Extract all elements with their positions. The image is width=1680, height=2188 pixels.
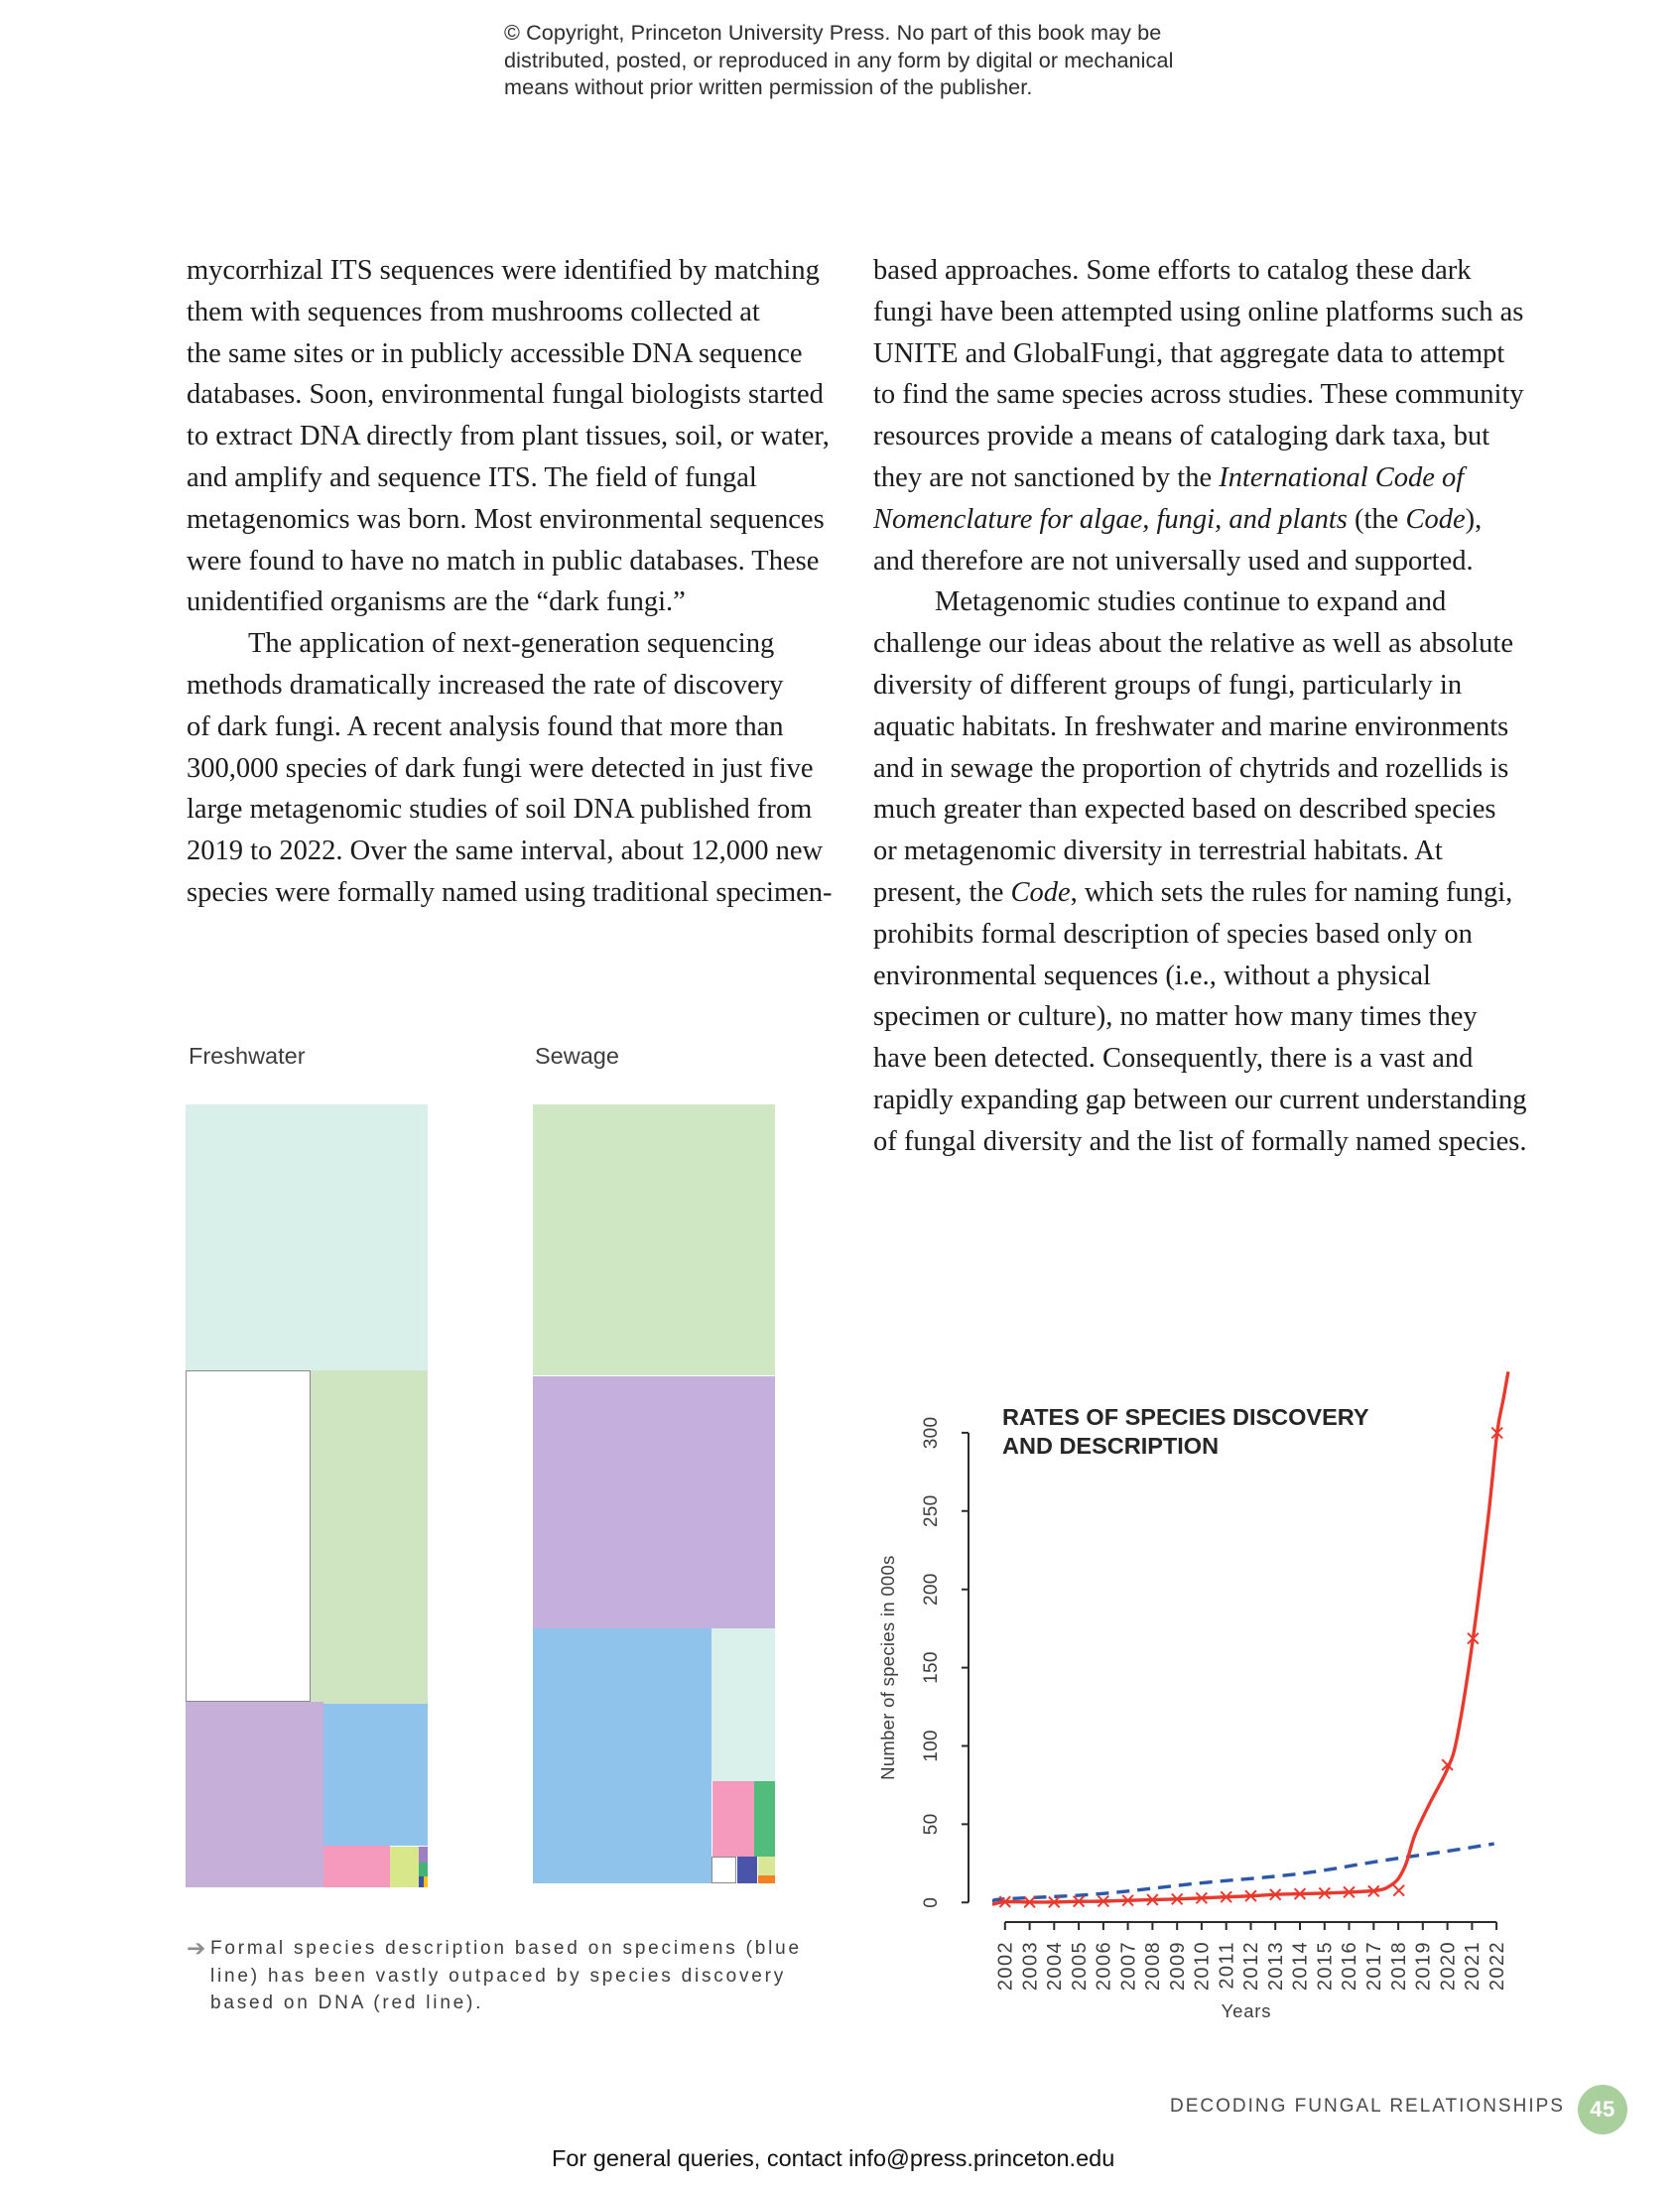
svg-text:2004: 2004 xyxy=(1044,1941,1066,1991)
svg-text:150: 150 xyxy=(921,1651,942,1684)
svg-text:2013: 2013 xyxy=(1265,1941,1287,1991)
svg-text:100: 100 xyxy=(921,1730,942,1762)
svg-text:Number of species in 000s: Number of species in 000s xyxy=(877,1555,898,1780)
svg-text:0: 0 xyxy=(921,1897,942,1908)
svg-text:2014: 2014 xyxy=(1290,1941,1312,1991)
svg-text:Years: Years xyxy=(1222,2000,1272,2021)
svg-text:2002: 2002 xyxy=(995,1941,1017,1991)
svg-text:2008: 2008 xyxy=(1142,1941,1164,1991)
svg-text:2009: 2009 xyxy=(1167,1941,1189,1991)
svg-text:2020: 2020 xyxy=(1437,1941,1459,1991)
svg-text:2010: 2010 xyxy=(1192,1941,1214,1991)
svg-text:2011: 2011 xyxy=(1216,1941,1237,1990)
svg-text:200: 200 xyxy=(921,1573,942,1606)
svg-text:2015: 2015 xyxy=(1315,1941,1337,1991)
svg-text:AND DESCRIPTION: AND DESCRIPTION xyxy=(1002,1433,1219,1459)
svg-text:2016: 2016 xyxy=(1339,1941,1360,1991)
svg-text:2006: 2006 xyxy=(1094,1941,1115,1991)
svg-text:50: 50 xyxy=(921,1814,942,1836)
svg-text:RATES OF SPECIES DISCOVERY: RATES OF SPECIES DISCOVERY xyxy=(1002,1404,1369,1430)
svg-text:2012: 2012 xyxy=(1240,1941,1262,1991)
svg-text:2007: 2007 xyxy=(1117,1941,1139,1991)
svg-text:2018: 2018 xyxy=(1388,1941,1410,1991)
svg-text:300: 300 xyxy=(921,1417,942,1450)
svg-text:250: 250 xyxy=(921,1494,942,1527)
svg-text:2005: 2005 xyxy=(1069,1941,1091,1991)
svg-text:2019: 2019 xyxy=(1413,1941,1435,1991)
svg-text:2022: 2022 xyxy=(1486,1941,1508,1991)
svg-text:2017: 2017 xyxy=(1363,1941,1385,1991)
svg-text:2003: 2003 xyxy=(1019,1941,1041,1991)
svg-text:2021: 2021 xyxy=(1462,1941,1484,1991)
